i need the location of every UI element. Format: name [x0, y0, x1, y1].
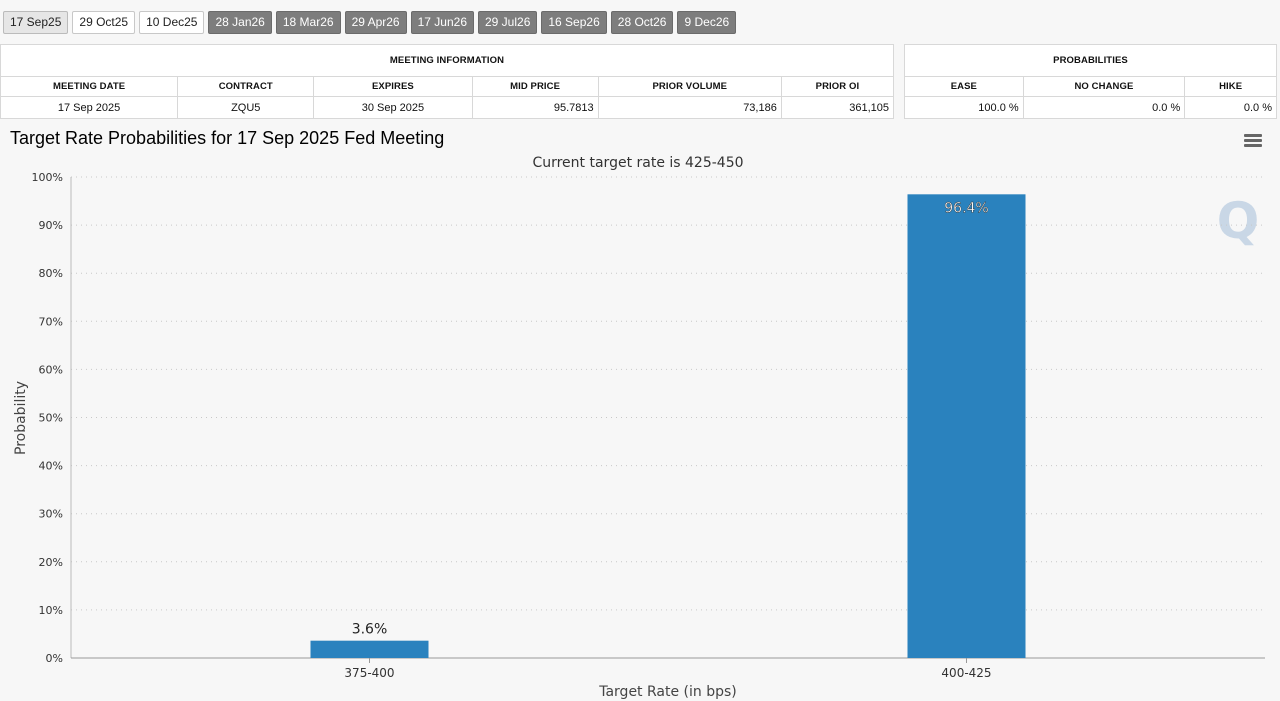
- tab-meeting-6[interactable]: 17 Jun26: [410, 11, 474, 34]
- header-hike: HIKE: [1184, 76, 1277, 97]
- prior-oi-value: 361,105: [780, 96, 895, 119]
- prior-volume-value: 73,186: [597, 96, 782, 119]
- chart-subtitle: Current target rate is 425-450: [532, 155, 743, 171]
- tab-meeting-7[interactable]: 29 Jul26: [478, 11, 538, 34]
- tab-meeting-10[interactable]: 9 Dec26: [677, 11, 737, 34]
- meeting-information-table: MEETING INFORMATION MEETING DATE CONTRAC…: [0, 44, 895, 119]
- bar-400-425: [907, 194, 1026, 659]
- header-expires: EXPIRES: [313, 76, 473, 97]
- data-label: 96.4%: [944, 200, 988, 216]
- tab-meeting-1[interactable]: 29 Oct25: [72, 11, 136, 34]
- hamburger-menu-icon[interactable]: [1244, 134, 1262, 148]
- y-tick-label: 60%: [39, 363, 63, 376]
- header-mid-price: MID PRICE: [471, 76, 599, 97]
- header-prior-volume: PRIOR VOLUME: [597, 76, 782, 97]
- meeting-tabs: 17 Sep25 29 Oct25 10 Dec25 28 Jan26 18 Mar26…: [3, 11, 740, 34]
- tab-meeting-0[interactable]: 17 Sep25: [3, 11, 69, 34]
- tab-meeting-5[interactable]: 29 Apr26: [344, 11, 407, 34]
- tab-meeting-9[interactable]: 28 Oct26: [610, 11, 674, 34]
- y-tick-label: 50%: [39, 412, 63, 425]
- header-prior-oi: PRIOR OI: [780, 76, 895, 97]
- header-contract: CONTRACT: [177, 76, 315, 97]
- y-tick-label: 100%: [32, 171, 63, 184]
- no-change-value: 0.0 %: [1022, 96, 1186, 119]
- tab-meeting-4[interactable]: 18 Mar26: [275, 11, 341, 34]
- y-tick-label: 30%: [39, 508, 63, 521]
- probabilities-title: PROBABILITIES: [904, 44, 1277, 77]
- meeting-information-title: MEETING INFORMATION: [0, 44, 894, 77]
- header-no-change: NO CHANGE: [1022, 76, 1186, 97]
- y-tick-label: 0%: [46, 652, 63, 665]
- y-tick-label: 20%: [39, 556, 63, 569]
- x-tick-label: 400-425: [941, 666, 991, 680]
- y-tick-label: 90%: [39, 219, 63, 232]
- mid-price-value: 95.7813: [471, 96, 599, 119]
- y-tick-label: 40%: [39, 460, 63, 473]
- hike-value: 0.0 %: [1184, 96, 1277, 119]
- tab-meeting-3[interactable]: 28 Jan26: [208, 11, 272, 34]
- probability-bar-chart: Current target rate is 425-450 Q 0% 10% 20% 3…: [13, 155, 1265, 700]
- watermark-logo: Q: [1217, 192, 1260, 250]
- y-tick-label: 70%: [39, 315, 63, 328]
- chart-title: Target Rate Probabilities for 17 Sep 202…: [10, 128, 445, 148]
- x-tick-label: 375-400: [344, 666, 394, 680]
- ease-value: 100.0 %: [904, 96, 1024, 119]
- contract-value: ZQU5: [177, 96, 315, 119]
- header-ease: EASE: [904, 76, 1024, 97]
- probabilities-table: PROBABILITIES EASE NO CHANGE HIKE 100.0 …: [904, 44, 1277, 119]
- tab-meeting-8[interactable]: 16 Sep26: [541, 11, 607, 34]
- y-axis-title: Probability: [13, 381, 29, 455]
- meeting-date-value: 17 Sep 2025: [0, 96, 179, 119]
- bar-375-400: [310, 640, 429, 658]
- tab-meeting-2[interactable]: 10 Dec25: [139, 11, 205, 34]
- x-axis-title: Target Rate (in bps): [598, 684, 737, 700]
- expires-value: 30 Sep 2025: [313, 96, 473, 119]
- y-tick-label: 10%: [39, 604, 63, 617]
- data-label: 3.6%: [352, 622, 388, 638]
- header-meeting-date: MEETING DATE: [0, 76, 179, 97]
- y-tick-label: 80%: [39, 267, 63, 280]
